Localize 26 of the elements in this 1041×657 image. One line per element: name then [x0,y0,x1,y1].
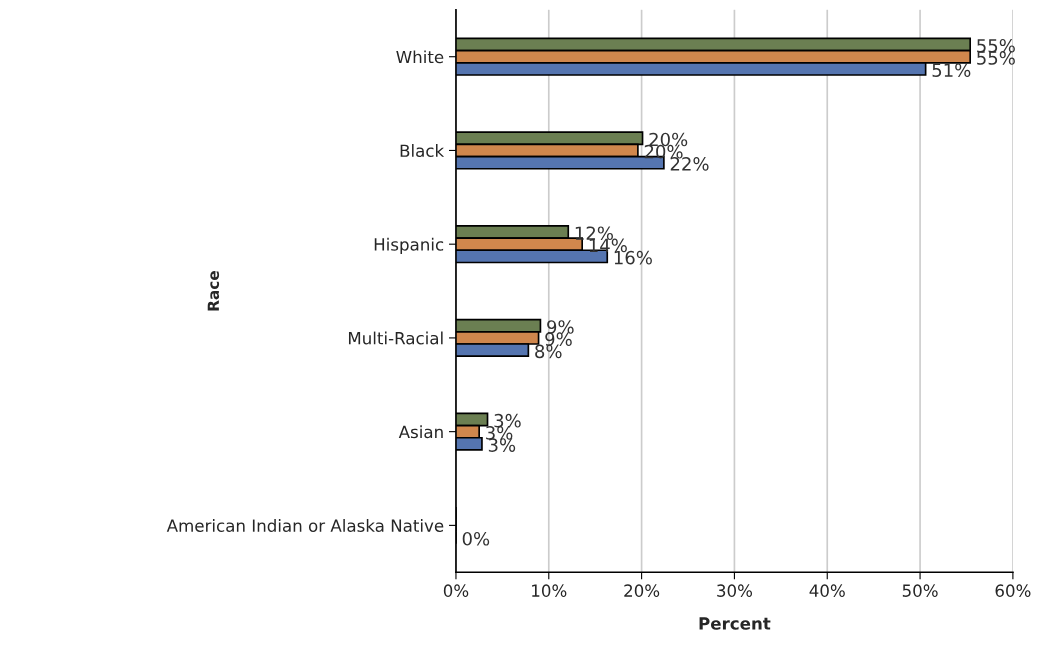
data-label: 3% [486,426,513,440]
x-axis-title: Percent [699,617,771,630]
x-tick-label: 20% [624,584,660,597]
y-tick-label: Hispanic [374,237,444,254]
data-label: 22% [670,157,709,171]
y-tick-label: Black [400,144,445,158]
data-label: 55% [977,38,1015,53]
data-label: 9% [547,320,574,334]
data-label: 3% [494,413,521,428]
x-tick-label: 60% [995,584,1031,597]
x-tick-label: 50% [902,584,938,597]
x-tick-label: 10% [532,584,567,597]
y-axis-title: Race [207,271,220,311]
data-label: 0% [462,531,490,546]
x-tick-label: 40% [809,584,845,597]
data-label: 51% [932,63,971,77]
x-tick-label: 0% [443,584,469,597]
y-tick-label: American Indian or Alaska Native [166,519,444,532]
x-tick-label: 30% [717,584,753,597]
y-tick-label: Multi-Racial [348,331,443,345]
data-label: 12% [575,226,613,241]
y-tick-label: Asian [398,425,443,439]
data-label: 3% [488,438,516,452]
data-label: 9% [545,332,572,346]
y-tick-label: White [396,50,444,64]
data-label: 8% [535,344,562,359]
